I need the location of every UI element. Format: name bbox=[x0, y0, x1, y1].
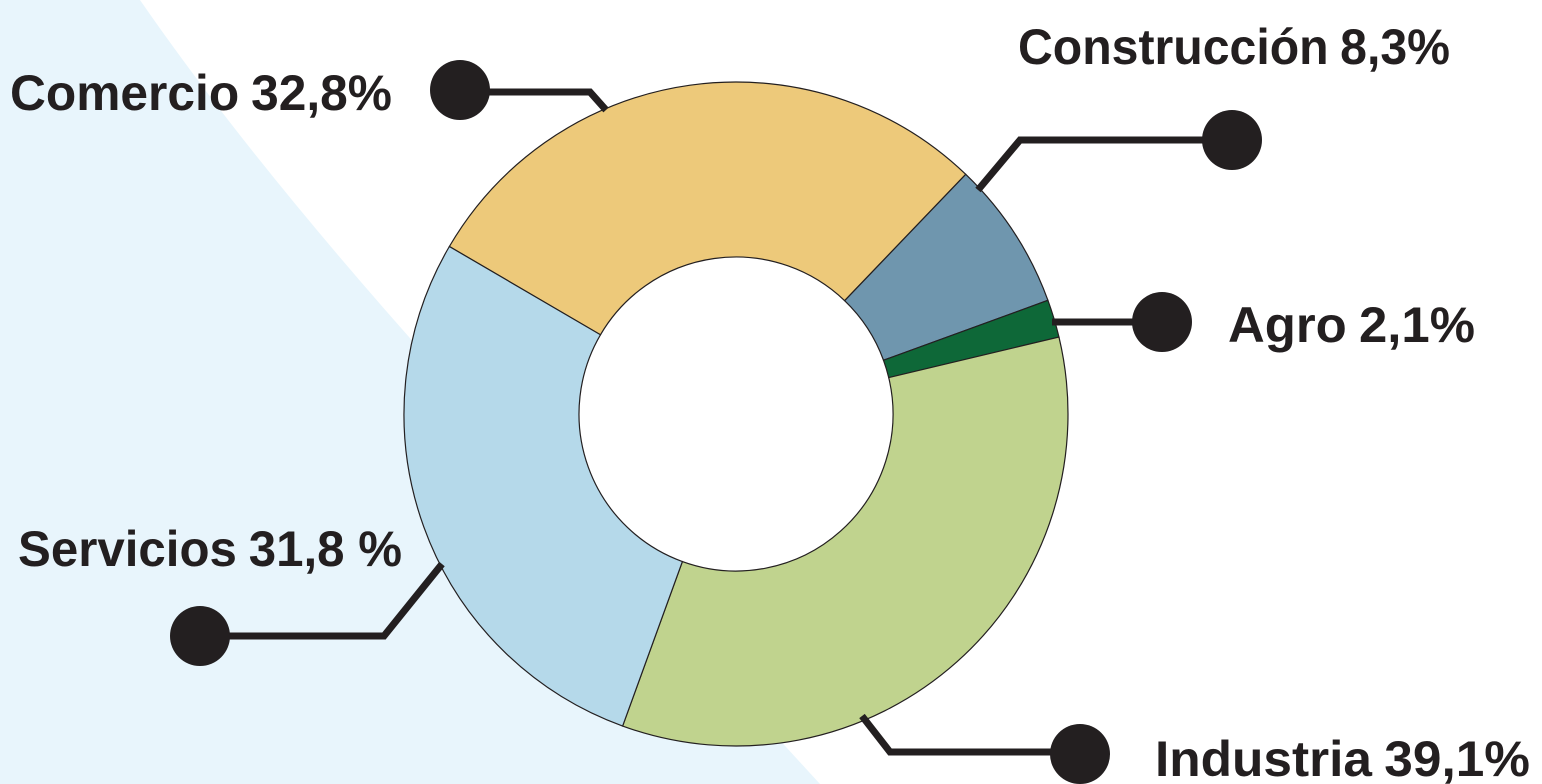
value-label: 31,8 % bbox=[249, 521, 402, 577]
category: Comercio bbox=[10, 65, 239, 121]
category: Servicios bbox=[18, 521, 237, 577]
category: Construcción bbox=[1018, 19, 1329, 75]
slice bbox=[403, 245, 684, 727]
leader-dot bbox=[170, 606, 230, 666]
label: Comercio 32,8% bbox=[10, 65, 392, 121]
slice bbox=[621, 336, 1069, 747]
leader-dot bbox=[430, 60, 490, 120]
leader-dot bbox=[1132, 292, 1192, 352]
value-label: 32,8% bbox=[251, 65, 392, 121]
leader-line bbox=[460, 88, 609, 113]
leader-line bbox=[859, 713, 1080, 756]
value-label: 39,1% bbox=[1384, 731, 1530, 784]
leader-line bbox=[975, 136, 1232, 193]
leader-dot bbox=[1050, 724, 1110, 784]
leader-line bbox=[200, 561, 445, 640]
value-label: 8,3% bbox=[1340, 19, 1450, 75]
slice bbox=[448, 81, 967, 336]
label: Industria 39,1% bbox=[1155, 731, 1530, 784]
category: Industria bbox=[1155, 731, 1373, 784]
category: Agro bbox=[1228, 297, 1347, 353]
leader-dot bbox=[1202, 110, 1262, 170]
label: Agro 2,1% bbox=[1228, 297, 1475, 353]
label: Construcción8,3% bbox=[1018, 19, 1450, 75]
donut bbox=[403, 81, 1069, 747]
label: Servicios 31,8 % bbox=[18, 521, 402, 577]
value-label: 2,1% bbox=[1359, 297, 1475, 353]
